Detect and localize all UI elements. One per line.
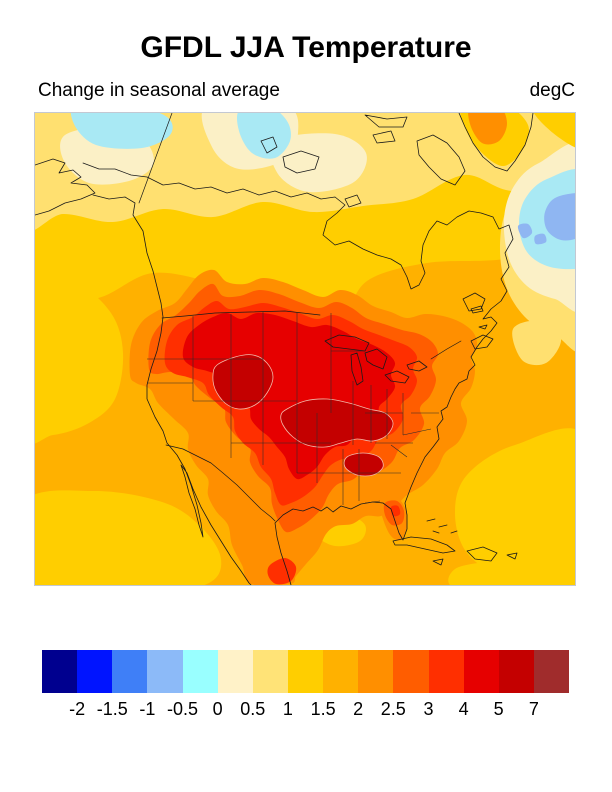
contour-region [390, 505, 401, 517]
colorbar-tick-label: -1.5 [96, 699, 128, 719]
colorbar-cell [42, 650, 78, 693]
contour-region [533, 113, 575, 148]
colorbar-tick-label: 3 [423, 699, 434, 719]
contour-region [35, 490, 222, 585]
colorbar-cell [112, 650, 148, 693]
colorbar-cell [217, 650, 253, 693]
colorbar-cell [393, 650, 429, 693]
colorbar-cell [358, 650, 394, 693]
figure-title: GFDL JJA Temperature [140, 31, 472, 64]
colorbar-cell [287, 650, 324, 693]
colorbar-tick-label: 0 [212, 699, 223, 719]
coastline-caribbean [392, 518, 518, 566]
coastline-mainland [35, 158, 514, 585]
contour-region [212, 354, 274, 410]
state-lines [147, 312, 439, 505]
colorbar-tick-label: 5 [493, 699, 504, 719]
colorbar-cell [428, 650, 464, 693]
contour-region [455, 428, 575, 585]
contour-region [35, 267, 124, 444]
colorbar-tick-label: 2 [353, 699, 364, 719]
contour-region [544, 193, 575, 241]
contour-region [270, 133, 367, 193]
coastline-arctic-islands [260, 114, 466, 208]
colorbar-tick-label: 7 [528, 699, 539, 719]
contour-region [468, 113, 508, 145]
colorbar-tick-label: 4 [458, 699, 469, 719]
colorbar-cell [323, 650, 359, 693]
colorbar [42, 650, 570, 693]
coastline-greenland [458, 113, 534, 172]
contour-region [280, 398, 394, 448]
colorbar-tick-label: -1 [139, 699, 156, 719]
state-boundaries-layer [147, 312, 439, 505]
contour-region [448, 560, 575, 585]
subtitle-text: Change in seasonal average [38, 80, 280, 101]
units-label: degC [529, 80, 575, 101]
border-us-canada [161, 310, 462, 360]
colorbar-tick-label: 1 [282, 699, 293, 719]
contour-region [70, 113, 173, 149]
colorbar-cell [463, 650, 499, 693]
border-us-mexico [165, 444, 276, 522]
north-america-contour-map [35, 113, 575, 585]
colorbar-ticks: -2 -1.5 -1 -0.5 0 0.5 1 1.5 2 2.5 3 4 5 7 [42, 699, 569, 721]
contour-region [517, 223, 533, 239]
colorbar-tick-label: -2 [69, 699, 86, 719]
colorbar-tick-label: 2.5 [380, 699, 406, 719]
coastline-great-lakes [324, 334, 428, 386]
colorbar-cell [77, 650, 113, 693]
contour-region [534, 233, 547, 245]
colorbar-cell [182, 650, 218, 693]
map-panel [34, 112, 576, 586]
colorbar-tick-label: -0.5 [166, 699, 199, 719]
colorbar-cell [147, 650, 183, 693]
contour-region [512, 320, 562, 366]
colorbar-cell [252, 650, 288, 693]
colorbar-tick-label: 0.5 [240, 699, 266, 719]
subtitle-row: Change in seasonal average degC [37, 80, 575, 102]
colorbar-tick-label: 1.5 [310, 699, 336, 719]
colorbar-cell [533, 650, 570, 693]
border-alaska-yukon [138, 113, 173, 204]
coastline-atlantic-islands [462, 292, 494, 350]
contour-region [236, 113, 291, 159]
contour-region [343, 452, 384, 477]
colorbar-cell [498, 650, 534, 693]
coastline-layer [35, 113, 534, 585]
